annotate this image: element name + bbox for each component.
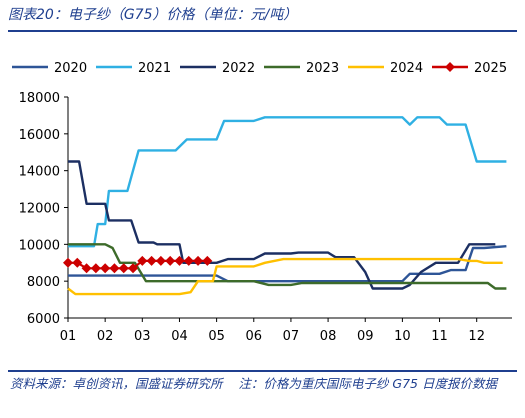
x-tick-label: 12 [468,329,485,344]
x-tick-label: 03 [134,329,151,344]
data-point-2025 [193,255,204,266]
series-line-2020 [68,245,507,283]
x-tick-label: 06 [246,329,263,344]
series-line-2022 [68,160,496,290]
note-text: 注：价格为重庆国际电子纱 G75 日度报价数据 [238,376,497,391]
data-point-2025 [155,255,166,266]
title-rule [8,30,517,32]
x-tick-label: 05 [208,329,225,344]
data-point-2025 [90,263,101,274]
data-point-2025 [63,257,73,268]
legend-label-2024: 2024 [390,61,423,76]
data-point-2025 [137,255,148,266]
legend-marker-2025 [445,62,455,72]
y-tick-label: 18000 [19,91,60,106]
x-tick-label: 02 [97,329,114,344]
legend-label-2021: 2021 [138,61,171,76]
chart-legend: 2020 2021 2022 2023 2024 2025 [12,61,507,76]
x-tick-label: 08 [320,329,337,344]
x-tick-label: 07 [283,329,300,344]
legend-label-2023: 2023 [306,61,339,76]
chart-series [63,116,507,296]
data-point-2025 [72,257,83,268]
x-tick-label: 04 [171,329,188,344]
data-point-2025 [109,263,120,274]
series-line-2024 [67,257,503,296]
x-axis: 01 02 03 04 05 06 07 08 09 10 11 12 [60,317,512,344]
data-point-2025 [100,263,111,274]
data-point-2025 [81,263,92,274]
y-tick-label: 8000 [27,275,60,290]
legend-label-2025: 2025 [474,61,507,76]
source-text: 资料来源：卓创资讯，国盛证券研究所 [10,376,223,391]
x-tick-label: 10 [394,329,411,344]
x-tick-label: 11 [431,329,448,344]
x-tick-label: 01 [60,329,77,344]
data-point-2025 [183,255,194,266]
series-line-2023 [68,243,507,290]
source-note: 资料来源：卓创资讯，国盛证券研究所 注：价格为重庆国际电子纱 G75 日度报价数… [10,374,518,393]
y-axis: 6000 8000 10000 12000 14000 16000 18000 [19,91,69,327]
data-point-2025 [118,263,129,274]
y-tick-label: 14000 [19,165,60,180]
y-tick-label: 10000 [19,238,60,253]
data-point-2025 [128,263,139,274]
data-point-2025 [146,255,157,266]
series-line-2021 [68,116,507,248]
x-tick-label: 09 [357,329,374,344]
data-point-2025 [174,255,185,266]
footer-rule [8,370,517,372]
data-point-2025 [202,255,213,266]
figure-title: 图表20：电子纱（G75）价格（单位：元/吨） [8,7,298,23]
y-tick-label: 12000 [19,202,60,217]
y-tick-label: 16000 [19,128,60,143]
data-point-2025 [165,255,176,266]
y-tick-label: 6000 [27,312,60,327]
legend-label-2022: 2022 [222,61,255,76]
legend-label-2020: 2020 [54,61,87,76]
